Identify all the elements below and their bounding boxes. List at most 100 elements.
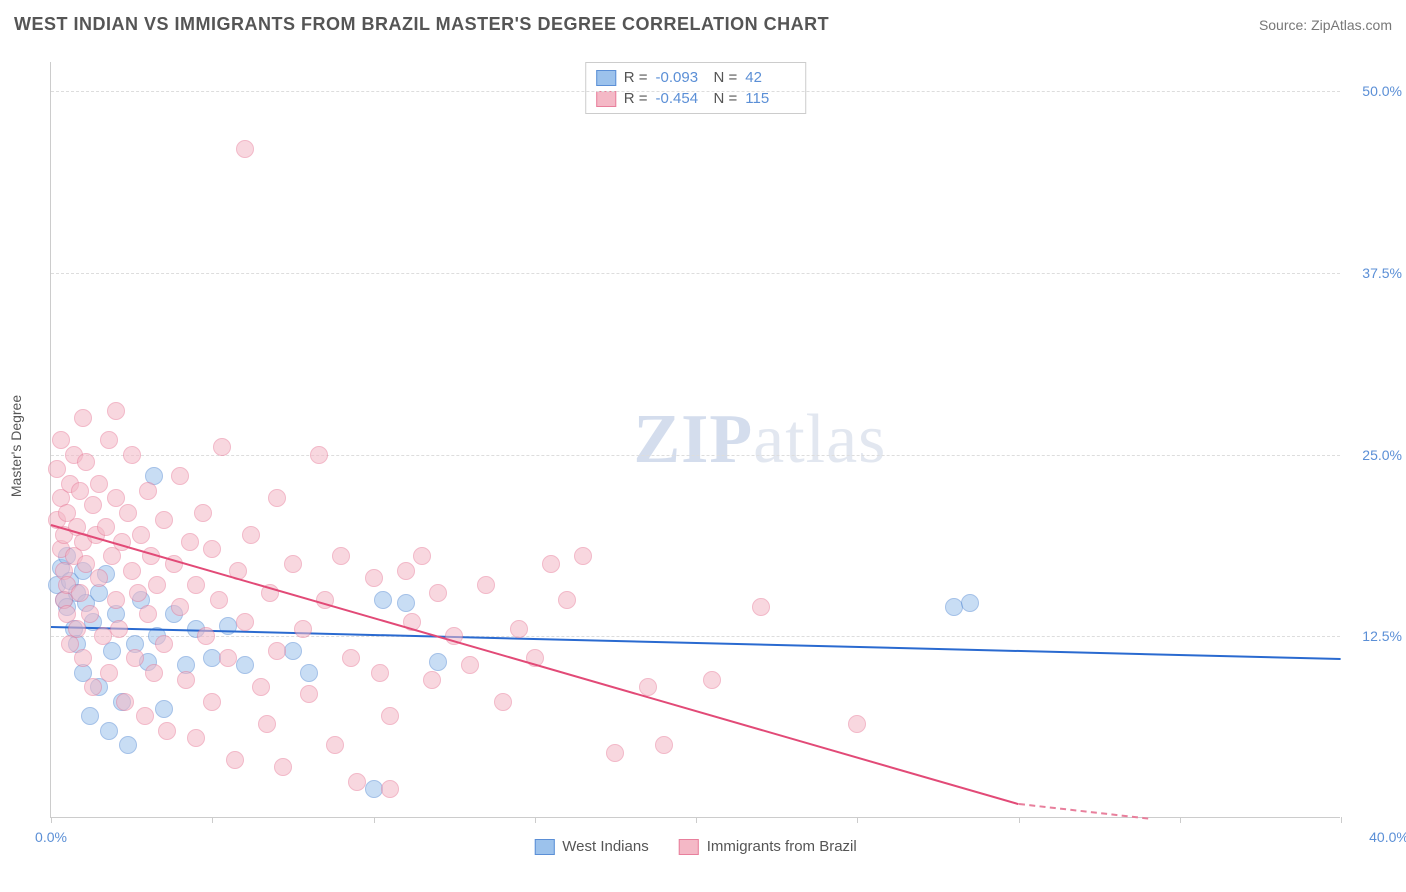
scatter-point [274, 758, 292, 776]
stat-n-value: 42 [745, 69, 795, 86]
x-tick [374, 817, 375, 823]
scatter-point [848, 715, 866, 733]
legend-item: West Indians [534, 838, 648, 855]
stat-n-label: N = [714, 90, 738, 107]
scatter-point [284, 555, 302, 573]
scatter-point [574, 547, 592, 565]
scatter-point [119, 504, 137, 522]
watermark: ZIPatlas [633, 400, 886, 480]
scatter-point [107, 402, 125, 420]
scatter-point [236, 140, 254, 158]
scatter-point [655, 736, 673, 754]
scatter-point [703, 671, 721, 689]
scatter-point [139, 605, 157, 623]
scatter-point [100, 431, 118, 449]
scatter-point [268, 489, 286, 507]
scatter-point [194, 504, 212, 522]
x-tick [535, 817, 536, 823]
scatter-point [374, 591, 392, 609]
legend-item: Immigrants from Brazil [679, 838, 857, 855]
gridline [51, 636, 1340, 637]
x-tick-label: 0.0% [35, 829, 67, 845]
scatter-point [423, 671, 441, 689]
y-tick-label: 12.5% [1346, 628, 1402, 644]
scatter-point [332, 547, 350, 565]
scatter-point [510, 620, 528, 638]
scatter-point [84, 678, 102, 696]
scatter-chart: ZIPatlas R =-0.093N =42R =-0.454N =115 W… [50, 62, 1340, 818]
scatter-point [365, 569, 383, 587]
scatter-point [132, 526, 150, 544]
scatter-point [268, 642, 286, 660]
scatter-point [397, 594, 415, 612]
scatter-point [129, 584, 147, 602]
scatter-point [197, 627, 215, 645]
scatter-point [294, 620, 312, 638]
scatter-point [226, 751, 244, 769]
stats-legend: R =-0.093N =42 R = -0.454 N = 115 [585, 62, 807, 114]
stat-r-label: R = [624, 90, 648, 107]
scatter-point [236, 613, 254, 631]
chart-title: WEST INDIAN VS IMMIGRANTS FROM BRAZIL MA… [14, 14, 829, 35]
scatter-point [123, 562, 141, 580]
scatter-point [97, 518, 115, 536]
scatter-point [348, 773, 366, 791]
scatter-point [136, 707, 154, 725]
stat-r-value: -0.454 [656, 90, 706, 107]
chart-source: Source: ZipAtlas.com [1259, 17, 1392, 33]
scatter-point [752, 598, 770, 616]
scatter-point [145, 664, 163, 682]
x-tick [1019, 817, 1020, 823]
x-tick-label: 40.0% [1369, 829, 1406, 845]
scatter-point [381, 780, 399, 798]
scatter-point [371, 664, 389, 682]
scatter-point [68, 620, 86, 638]
scatter-point [119, 736, 137, 754]
y-tick-label: 25.0% [1346, 447, 1402, 463]
scatter-point [542, 555, 560, 573]
chart-header: WEST INDIAN VS IMMIGRANTS FROM BRAZIL MA… [14, 14, 1392, 35]
scatter-point [181, 533, 199, 551]
scatter-point [71, 584, 89, 602]
scatter-point [326, 736, 344, 754]
scatter-point [477, 576, 495, 594]
stats-legend-row: R =-0.093N =42 [596, 67, 796, 88]
scatter-point [126, 649, 144, 667]
scatter-point [236, 656, 254, 674]
gridline [51, 273, 1340, 274]
scatter-point [413, 547, 431, 565]
scatter-point [310, 446, 328, 464]
scatter-point [961, 594, 979, 612]
scatter-point [158, 722, 176, 740]
scatter-point [171, 598, 189, 616]
stat-n-value: 115 [745, 90, 795, 107]
scatter-point [284, 642, 302, 660]
scatter-point [90, 475, 108, 493]
scatter-point [100, 722, 118, 740]
series-legend: West Indians Immigrants from Brazil [534, 838, 856, 855]
scatter-point [461, 656, 479, 674]
scatter-point [258, 715, 276, 733]
trend-line [51, 524, 1019, 805]
gridline [51, 91, 1340, 92]
scatter-point [48, 460, 66, 478]
legend-swatch [679, 839, 699, 855]
scatter-point [77, 453, 95, 471]
scatter-point [123, 446, 141, 464]
scatter-point [558, 591, 576, 609]
legend-swatch [596, 70, 616, 86]
trend-line-dashed [1018, 803, 1147, 820]
legend-label: West Indians [562, 838, 648, 855]
legend-label: Immigrants from Brazil [707, 838, 857, 855]
scatter-point [219, 649, 237, 667]
x-tick [212, 817, 213, 823]
scatter-point [213, 438, 231, 456]
scatter-point [110, 620, 128, 638]
scatter-point [84, 496, 102, 514]
scatter-point [429, 653, 447, 671]
scatter-point [74, 409, 92, 427]
trend-line [51, 626, 1341, 660]
scatter-point [139, 482, 157, 500]
scatter-point [177, 671, 195, 689]
stat-r-value: -0.093 [656, 69, 706, 86]
